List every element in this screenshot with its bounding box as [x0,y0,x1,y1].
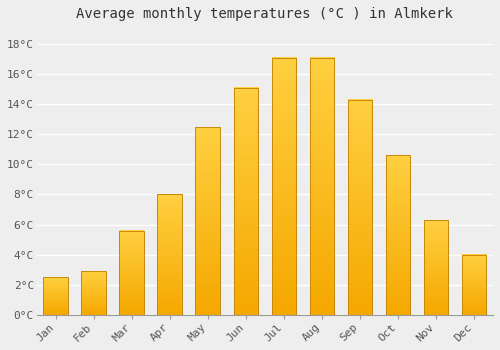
Bar [158,195,182,315]
Bar [196,127,220,315]
Bar [234,88,258,315]
Bar [348,100,372,315]
Bar [272,58,296,315]
Bar [82,271,106,315]
Bar [462,254,486,315]
Bar [120,231,144,315]
Bar [44,277,68,315]
Bar [424,220,448,315]
Bar [386,155,410,315]
Bar [310,58,334,315]
Title: Average monthly temperatures (°C ) in Almkerk: Average monthly temperatures (°C ) in Al… [76,7,454,21]
